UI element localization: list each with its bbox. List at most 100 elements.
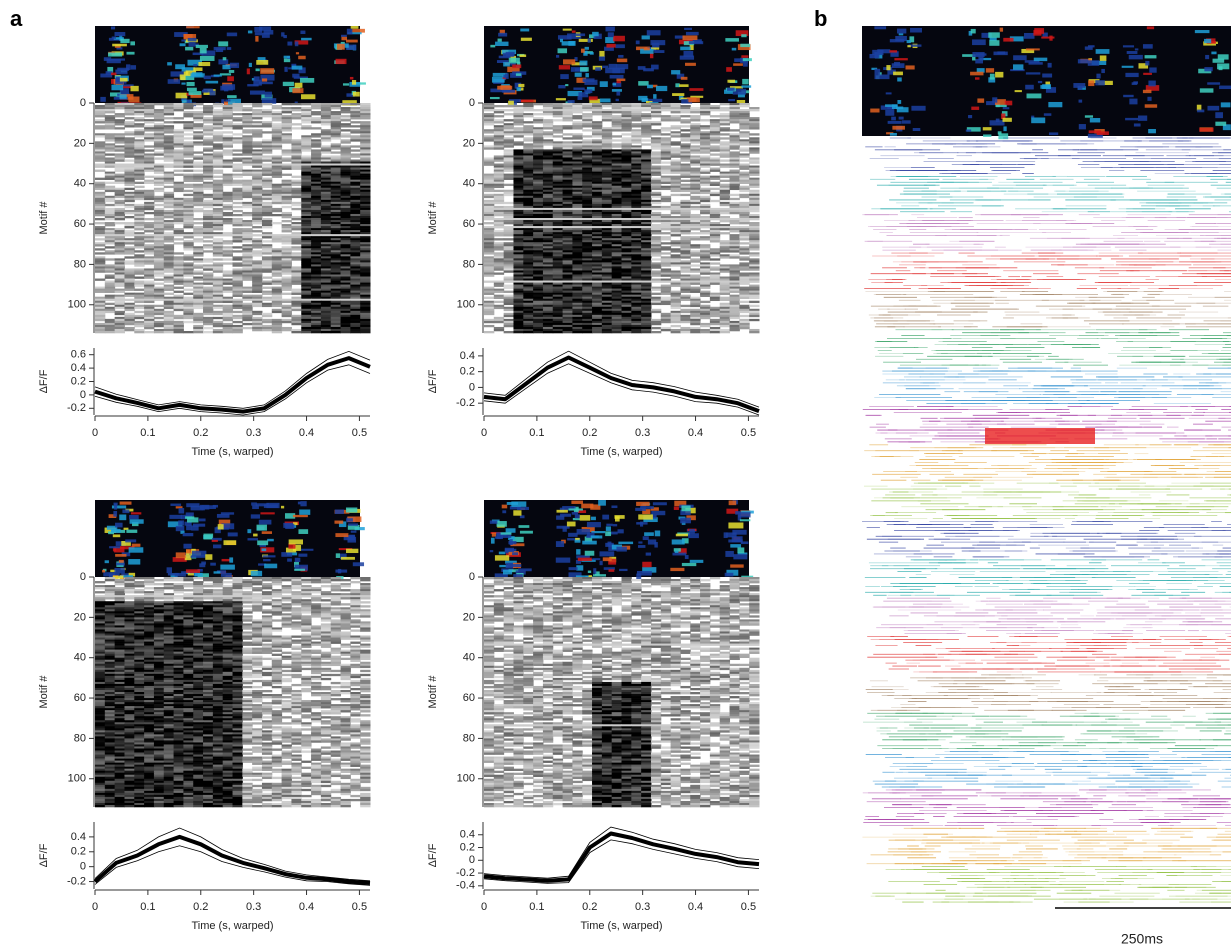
heatmap-cell bbox=[494, 234, 504, 236]
heatmap-cell bbox=[523, 170, 533, 172]
heatmap-cell bbox=[350, 220, 360, 222]
heatmap-cell bbox=[592, 198, 602, 200]
heatmap-cell bbox=[350, 232, 360, 234]
heatmap-cell bbox=[730, 230, 740, 232]
spectrogram-blob bbox=[180, 43, 186, 46]
heatmap-cell bbox=[592, 109, 602, 111]
heatmap-cell bbox=[553, 184, 563, 186]
heatmap-cell bbox=[124, 277, 134, 279]
heatmap-cell bbox=[164, 262, 174, 264]
heatmap-cell bbox=[602, 198, 612, 200]
heatmap-cell bbox=[311, 264, 321, 266]
heatmap-cell bbox=[144, 309, 154, 311]
heatmap-cell bbox=[341, 151, 351, 153]
heatmap-cell bbox=[311, 305, 321, 307]
heatmap-cell bbox=[671, 194, 681, 196]
heatmap-cell bbox=[134, 103, 144, 105]
heatmap-cell bbox=[360, 210, 370, 212]
heatmap-cell bbox=[311, 274, 321, 276]
heatmap-cell bbox=[174, 327, 184, 329]
heatmap-cell bbox=[700, 149, 710, 151]
heatmap-cell bbox=[105, 266, 115, 268]
heatmap-cell bbox=[553, 178, 563, 180]
heatmap-cell bbox=[739, 121, 749, 123]
heatmap-cell bbox=[124, 174, 134, 176]
heatmap-cell bbox=[262, 226, 272, 228]
heatmap-cell bbox=[484, 139, 494, 141]
spectrogram-blob bbox=[589, 96, 598, 100]
heatmap-cell bbox=[203, 202, 213, 204]
heatmap-cell bbox=[134, 299, 144, 301]
heatmap-cell bbox=[720, 264, 730, 266]
heatmap-cell bbox=[301, 168, 311, 170]
heatmap-cell bbox=[612, 180, 622, 182]
heatmap-cell bbox=[105, 287, 115, 289]
heatmap-cell bbox=[262, 266, 272, 268]
heatmap-cell bbox=[720, 250, 730, 252]
heatmap-cell bbox=[523, 224, 533, 226]
heatmap-cell bbox=[242, 266, 252, 268]
heatmap-cell bbox=[144, 295, 154, 297]
heatmap-cell bbox=[533, 172, 543, 174]
heatmap-cell bbox=[154, 135, 164, 137]
heatmap-cell bbox=[350, 131, 360, 133]
heatmap-cell bbox=[661, 214, 671, 216]
heatmap-cell bbox=[553, 202, 563, 204]
heatmap-cell bbox=[504, 202, 514, 204]
heatmap-cell bbox=[720, 143, 730, 145]
heatmap-cell bbox=[710, 149, 720, 151]
y-tick-label: 100 bbox=[68, 299, 86, 311]
heatmap-cell bbox=[602, 137, 612, 139]
heatmap-cell bbox=[631, 210, 641, 212]
spectrogram-blob bbox=[508, 101, 514, 105]
heatmap-cell bbox=[341, 222, 351, 224]
heatmap-cell bbox=[484, 234, 494, 236]
heatmap-cell bbox=[115, 196, 125, 198]
heatmap-cell bbox=[504, 155, 514, 157]
heatmap-cell bbox=[252, 240, 262, 242]
heatmap-cell bbox=[203, 291, 213, 293]
heatmap-cell bbox=[671, 133, 681, 135]
heatmap-cell bbox=[164, 258, 174, 260]
heatmap-cell bbox=[661, 200, 671, 202]
heatmap-cell bbox=[720, 244, 730, 246]
heatmap-cell bbox=[582, 176, 592, 178]
spectrogram-blob bbox=[287, 42, 292, 46]
heatmap-cell bbox=[262, 212, 272, 214]
heatmap-cell bbox=[272, 289, 282, 291]
heatmap-cell bbox=[582, 206, 592, 208]
heatmap-cell bbox=[582, 254, 592, 256]
heatmap-cell bbox=[105, 105, 115, 107]
heatmap-cell bbox=[223, 289, 233, 291]
heatmap-cell bbox=[592, 153, 602, 155]
heatmap-cell bbox=[720, 137, 730, 139]
heatmap-cell bbox=[749, 242, 759, 244]
heatmap-cell bbox=[311, 159, 321, 161]
heatmap-cell bbox=[671, 151, 681, 153]
heatmap-cell bbox=[572, 248, 582, 250]
heatmap-cell bbox=[513, 190, 523, 192]
heatmap-cell bbox=[710, 228, 720, 230]
heatmap-cell bbox=[582, 159, 592, 161]
heatmap-cell bbox=[671, 143, 681, 145]
heatmap-cell bbox=[174, 109, 184, 111]
heatmap-cell bbox=[291, 192, 301, 194]
heatmap-cell bbox=[341, 246, 351, 248]
heatmap-cell bbox=[213, 226, 223, 228]
heatmap-cell bbox=[233, 232, 243, 234]
heatmap-cell bbox=[700, 220, 710, 222]
heatmap-cell bbox=[622, 204, 632, 206]
heatmap-cell bbox=[622, 170, 632, 172]
heatmap-cell bbox=[115, 311, 125, 313]
heatmap-cell bbox=[739, 168, 749, 170]
heatmap-cell bbox=[183, 129, 193, 131]
heatmap-cell bbox=[252, 157, 262, 159]
heatmap-cell bbox=[602, 262, 612, 264]
heatmap-cell bbox=[612, 170, 622, 172]
heatmap-cell bbox=[252, 291, 262, 293]
heatmap-cell bbox=[671, 258, 681, 260]
heatmap-cell bbox=[523, 250, 533, 252]
heatmap-cell bbox=[341, 184, 351, 186]
heatmap-cell bbox=[282, 315, 292, 317]
spectrogram-blob bbox=[585, 47, 589, 50]
